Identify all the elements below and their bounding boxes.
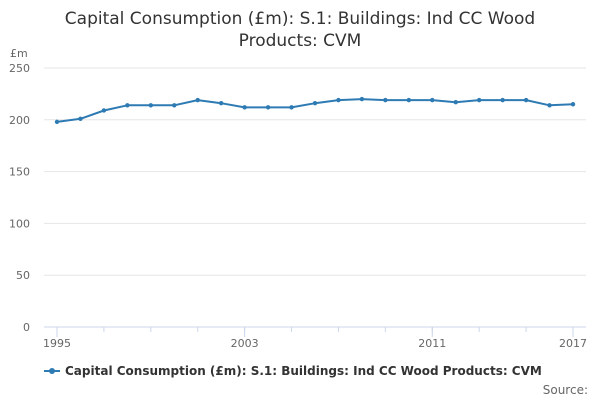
data-point-2002 <box>218 101 224 106</box>
data-point-2006 <box>312 101 318 106</box>
data-point-2013 <box>476 97 482 103</box>
gridlines <box>44 67 586 276</box>
data-point-2004 <box>265 105 271 110</box>
data-point-2005 <box>289 105 294 110</box>
data-point-2010 <box>406 97 412 103</box>
y-tick-label-50: 50 <box>16 269 30 282</box>
y-tick-label-250: 250 <box>9 62 30 75</box>
data-point-2015 <box>523 97 529 103</box>
data-point-2008 <box>359 96 365 102</box>
data-point-1996 <box>78 116 83 121</box>
data-point-2001 <box>195 97 200 103</box>
y-tick-label-200: 200 <box>9 114 30 127</box>
data-point-1998 <box>125 103 130 108</box>
source-label: Source: <box>542 383 588 397</box>
chart-title: Capital Consumption (£m): S.1: Buildings… <box>64 9 536 51</box>
data-point-2007 <box>336 97 341 103</box>
y-axis: £m 0 50 100 150 200 250 <box>9 47 30 334</box>
x-tick-label-2011: 2011 <box>418 337 446 350</box>
data-point-2000 <box>172 103 177 108</box>
data-point-2012 <box>453 99 458 105</box>
legend-marker-icon <box>44 365 60 377</box>
data-point-2014 <box>500 97 505 103</box>
data-point-1999 <box>148 103 154 108</box>
series-layer <box>54 96 576 125</box>
y-tick-label-0: 0 <box>23 321 30 334</box>
x-tick-label-1995: 1995 <box>43 337 71 350</box>
data-point-1997 <box>101 108 107 113</box>
y-tick-label-150: 150 <box>9 166 30 179</box>
data-point-2003 <box>242 105 247 110</box>
data-point-1995 <box>54 119 60 125</box>
y-tick-label-100: 100 <box>9 217 30 230</box>
data-point-2017 <box>570 102 576 107</box>
y-axis-unit-label: £m <box>10 47 28 60</box>
data-point-2009 <box>383 97 388 103</box>
legend-label: Capital Consumption (£m): S.1: Buildings… <box>65 364 542 378</box>
x-tick-label-2017: 2017 <box>559 337 587 350</box>
data-point-2016 <box>547 103 552 108</box>
x-tick-label-2003: 2003 <box>231 337 259 350</box>
x-axis: 1995 2003 2011 2017 <box>43 326 587 350</box>
data-point-2011 <box>430 97 435 103</box>
legend[interactable]: Capital Consumption (£m): S.1: Buildings… <box>44 364 542 378</box>
